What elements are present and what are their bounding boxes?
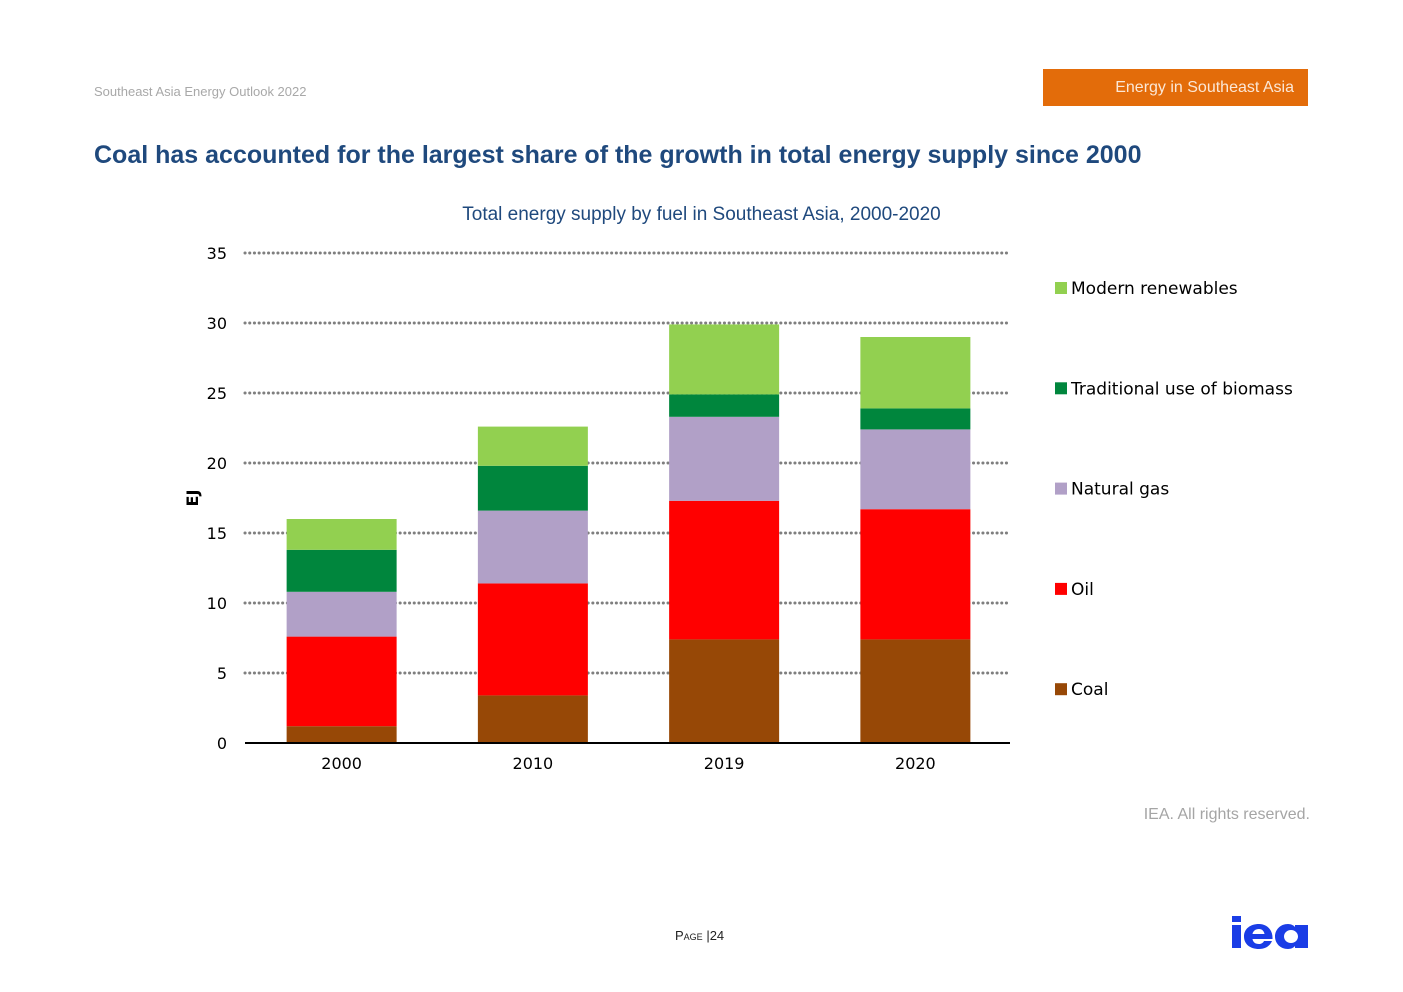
bar-segment-traditional-use-of-biomass (286, 549, 397, 592)
legend-swatch (1055, 282, 1067, 294)
legend-swatch (1055, 382, 1067, 395)
page-number: Page |24 (675, 928, 724, 943)
y-tick-label: 30 (207, 314, 227, 333)
bar-segment-coal (860, 639, 971, 743)
legend-item: Oil (1055, 580, 1094, 600)
legend-label: Coal (1071, 680, 1108, 700)
x-tick-label: 2000 (321, 754, 362, 773)
x-tick-labels: 2000 2010 2019 2020 (321, 754, 935, 773)
legend-label: Oil (1071, 580, 1094, 600)
bar-segment-coal (286, 726, 397, 743)
legend-item: Natural gas (1055, 480, 1169, 500)
chart-title: Total energy supply by fuel in Southeast… (462, 204, 941, 225)
y-tick-label: 10 (207, 594, 227, 613)
page-number-value: 24 (709, 928, 725, 943)
legend: Modern renewables Traditional use of biom… (1055, 279, 1293, 700)
y-tick-label: 25 (207, 384, 227, 403)
bar-segment-traditional-use-of-biomass (860, 408, 971, 430)
bar-segment-oil (477, 583, 588, 696)
bar-segment-modern-renewables (477, 426, 588, 466)
y-tick-label: 20 (207, 454, 227, 473)
copyright-notice: IEA. All rights reserved. (1143, 806, 1310, 823)
bar-segment-natural-gas (669, 416, 780, 501)
bar-segment-traditional-use-of-biomass (669, 394, 780, 417)
page-label: Page (675, 928, 703, 943)
legend-item: Modern renewables (1055, 279, 1238, 299)
legend-label: Traditional use of biomass (1070, 379, 1293, 399)
x-tick-label: 2019 (704, 754, 745, 773)
bar-segment-modern-renewables (860, 337, 971, 409)
bar-segment-traditional-use-of-biomass (477, 465, 588, 511)
legend-swatch (1055, 683, 1067, 696)
y-tick-label: 35 (207, 244, 227, 263)
bar-segment-modern-renewables (286, 519, 397, 550)
bar-segment-modern-renewables (669, 324, 780, 395)
bar-segment-natural-gas (286, 591, 397, 637)
legend-item: Traditional use of biomass (1055, 379, 1293, 399)
y-tick-label: 0 (217, 734, 227, 753)
chart-title-wrap: Total energy supply by fuel in Southeast… (0, 204, 1403, 226)
legend-label: Modern renewables (1071, 279, 1238, 299)
legend-label: Natural gas (1071, 480, 1169, 500)
legend-item: Coal (1055, 680, 1108, 700)
bars (286, 324, 971, 743)
bar-segment-oil (286, 636, 397, 727)
page-separator: | (706, 928, 710, 943)
x-tick-label: 2020 (895, 754, 936, 773)
report-name: Southeast Asia Energy Outlook 2022 (94, 84, 307, 99)
section-tag: Energy in Southeast Asia (1043, 69, 1308, 106)
bar-segment-natural-gas (860, 429, 971, 510)
y-tick-label: 15 (207, 524, 227, 543)
y-tick-labels: 0 5 10 15 20 25 30 35 (207, 244, 227, 753)
slide-headline: Coal has accounted for the largest share… (94, 141, 1142, 169)
legend-swatch (1055, 482, 1067, 495)
bar-segment-oil (669, 500, 780, 640)
y-tick-label: 5 (217, 664, 227, 683)
bar-segment-coal (477, 695, 588, 743)
iea-logo-icon (1232, 916, 1308, 949)
x-tick-label: 2010 (513, 754, 554, 773)
legend-swatch (1055, 582, 1067, 595)
bar-segment-natural-gas (477, 510, 588, 584)
bar-segment-oil (860, 509, 971, 640)
bar-segment-coal (669, 639, 780, 743)
y-axis-label: EJ (183, 490, 202, 507)
